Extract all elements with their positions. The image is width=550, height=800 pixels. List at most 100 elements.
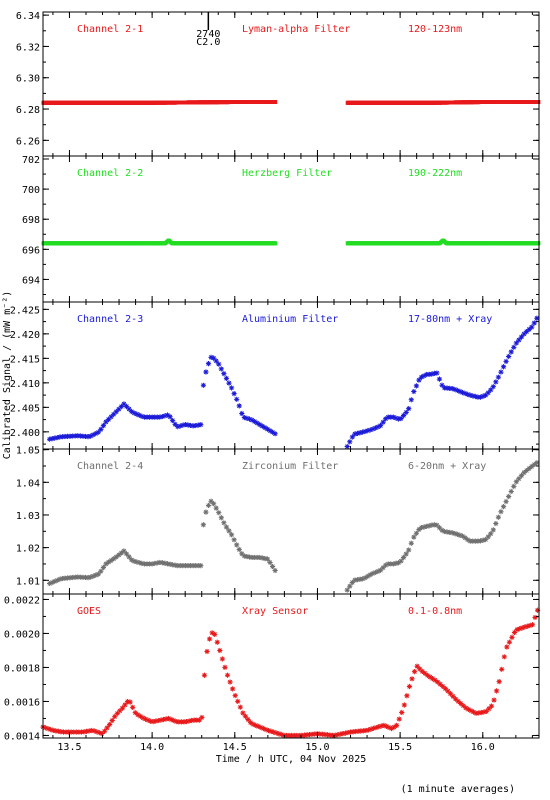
data-point <box>526 465 532 472</box>
data-point <box>94 729 100 735</box>
y-tick-label: 702 <box>22 155 40 166</box>
data-point <box>465 537 471 543</box>
y-tick-label: 1.02 <box>16 544 40 555</box>
data-point <box>241 414 247 421</box>
panel-filter-name: Xray Sensor <box>242 606 308 617</box>
data-point <box>269 429 276 435</box>
data-point <box>527 622 533 629</box>
y-tick-label: 694 <box>22 275 40 286</box>
data-point <box>172 421 178 427</box>
data-point <box>183 718 190 725</box>
data-point <box>204 648 210 655</box>
data-point <box>347 439 353 445</box>
data-point <box>485 390 491 396</box>
data-point <box>531 320 537 326</box>
data-point <box>153 718 159 724</box>
data-point <box>449 530 455 536</box>
data-point <box>406 547 412 553</box>
y-tick-label: 2.405 <box>10 403 40 414</box>
data-point <box>455 698 461 704</box>
data-point <box>483 708 489 714</box>
data-point <box>170 417 176 424</box>
data-point <box>208 498 214 504</box>
data-point <box>223 524 230 530</box>
data-point <box>498 509 504 515</box>
data-point <box>108 414 114 420</box>
data-point <box>399 709 405 716</box>
data-point <box>239 551 245 557</box>
data-point <box>426 523 432 529</box>
panel-5: 0.0014 0.0016 0.0018 0.0020 0.0022 GOES Xray S… <box>4 593 541 742</box>
data-point <box>111 556 117 562</box>
y-tick-label: 1.03 <box>16 511 40 522</box>
data-point <box>442 686 448 692</box>
data-point <box>332 732 338 738</box>
data-point <box>134 559 140 565</box>
data-point <box>531 461 537 468</box>
data-point <box>388 725 395 732</box>
data-point <box>232 692 238 699</box>
data-point <box>508 488 514 495</box>
data-point <box>449 386 455 392</box>
data-point <box>241 553 247 559</box>
data-point <box>262 555 268 562</box>
data-point <box>90 432 96 438</box>
data-point <box>513 340 519 346</box>
data-point <box>162 413 168 419</box>
data-point <box>393 415 399 421</box>
data-point <box>119 705 126 711</box>
y-tick-label: 6.32 <box>16 42 40 53</box>
data-point <box>472 393 478 400</box>
data-point <box>276 731 282 737</box>
data-point <box>467 392 473 398</box>
data-point <box>236 403 242 409</box>
data-point <box>42 725 49 731</box>
data-point <box>242 713 249 719</box>
data-point <box>452 696 459 702</box>
data-point <box>499 666 505 672</box>
data-point <box>249 417 255 423</box>
data-point <box>136 412 142 418</box>
y-tick-label: 700 <box>22 185 40 196</box>
data-point <box>258 724 264 731</box>
data-point <box>129 557 135 563</box>
data-point <box>485 534 491 540</box>
data-point <box>118 550 124 556</box>
data-point <box>236 546 242 553</box>
data-point <box>518 473 525 479</box>
data-point <box>416 377 422 383</box>
data-point <box>465 706 472 712</box>
data-point <box>352 431 358 437</box>
x-tick-label: 15.5 <box>388 742 412 753</box>
data-point <box>262 425 268 431</box>
data-point <box>437 681 443 687</box>
data-point <box>439 382 445 388</box>
data-point <box>152 560 158 567</box>
panel-channel-name: Channel 2-3 <box>77 314 143 325</box>
data-point <box>357 430 363 436</box>
data-point <box>136 560 142 566</box>
data-point <box>408 540 414 546</box>
data-point <box>137 713 143 719</box>
data-point <box>365 727 372 733</box>
data-point <box>257 554 263 561</box>
data-point <box>49 579 55 586</box>
data-point <box>226 528 232 534</box>
data-point <box>114 710 120 717</box>
data-point <box>516 476 522 482</box>
panel-band: 120-123nm <box>408 24 462 35</box>
panel-channel-name: Channel 2-2 <box>77 168 143 179</box>
data-point <box>509 634 515 640</box>
data-point <box>500 504 507 510</box>
data-point <box>418 374 425 380</box>
data-point <box>386 724 392 731</box>
panel-filter-name: Herzberg Filter <box>242 168 332 179</box>
data-point <box>267 428 273 434</box>
data-point <box>365 428 371 434</box>
data-point <box>112 713 118 720</box>
data-point <box>462 390 468 397</box>
data-point <box>122 702 128 708</box>
data-point <box>157 414 163 420</box>
data-point <box>417 666 423 672</box>
